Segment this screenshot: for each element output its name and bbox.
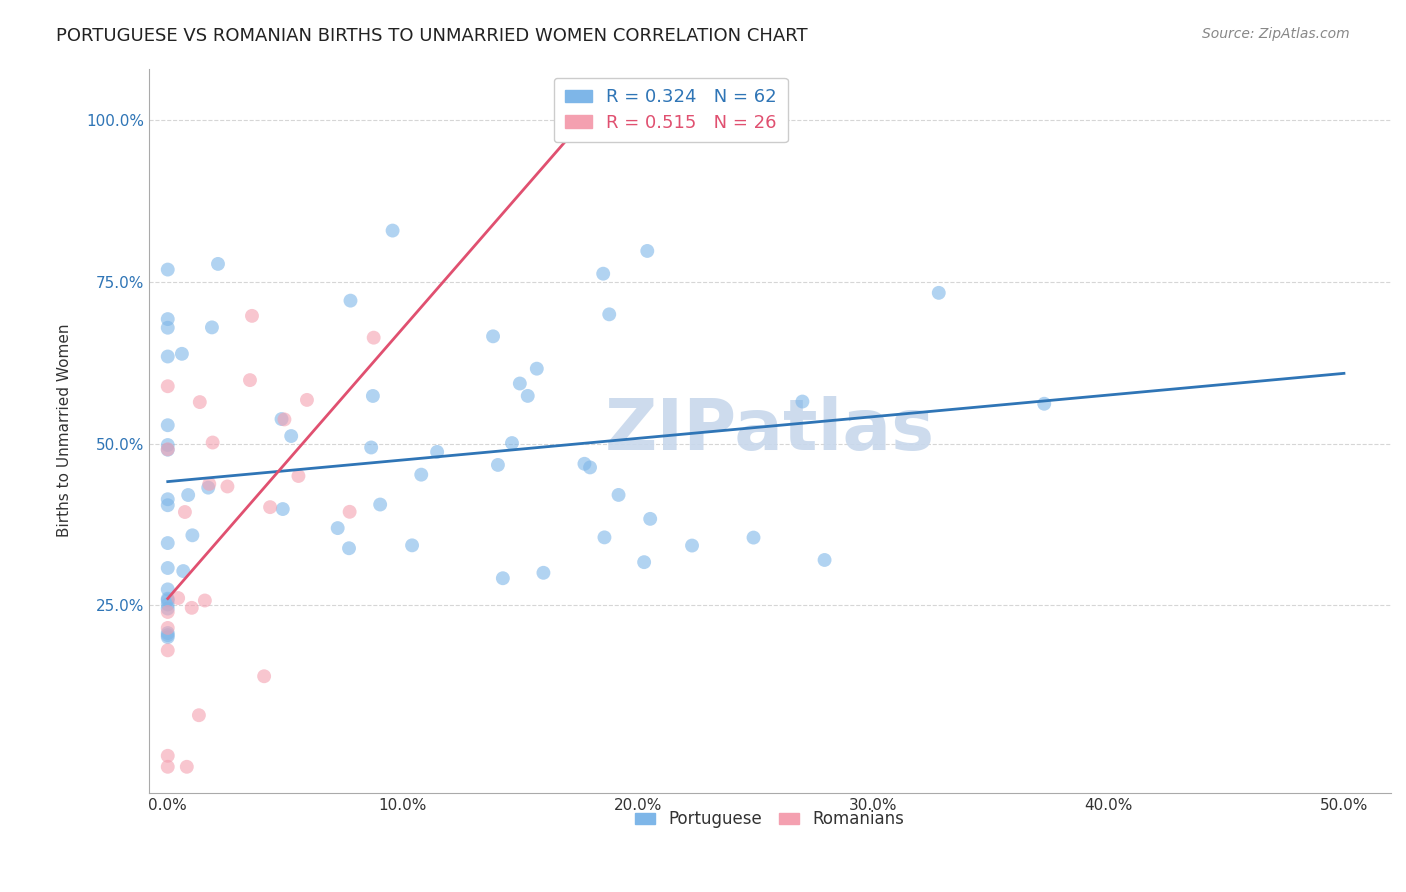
- Point: [361, 389, 384, 403]
- Point: [217, 479, 239, 493]
- Point: [270, 412, 292, 426]
- Point: [368, 498, 391, 512]
- Point: [253, 669, 276, 683]
- Point: [188, 395, 211, 409]
- Point: [363, 331, 385, 345]
- Point: [928, 285, 950, 300]
- Point: [156, 379, 179, 393]
- Point: [526, 361, 548, 376]
- Point: [533, 566, 555, 580]
- Point: [813, 553, 835, 567]
- Point: [156, 442, 179, 457]
- Point: [156, 312, 179, 326]
- Point: [156, 601, 179, 615]
- Point: [574, 457, 596, 471]
- Point: [156, 262, 179, 277]
- Point: [201, 435, 224, 450]
- Point: [482, 329, 505, 343]
- Point: [411, 467, 433, 482]
- Point: [792, 394, 814, 409]
- Point: [339, 505, 361, 519]
- Point: [176, 760, 198, 774]
- Point: [638, 512, 661, 526]
- Point: [492, 571, 515, 585]
- Point: [156, 536, 179, 550]
- Point: [593, 530, 616, 544]
- Point: [156, 561, 179, 575]
- Point: [156, 598, 179, 612]
- Point: [174, 505, 197, 519]
- Point: [326, 521, 349, 535]
- Point: [579, 460, 602, 475]
- Legend: Portuguese, Romanians: Portuguese, Romanians: [628, 804, 911, 835]
- Point: [280, 429, 302, 443]
- Point: [194, 593, 217, 607]
- Point: [156, 643, 179, 657]
- Point: [501, 436, 523, 450]
- Point: [167, 591, 190, 605]
- Point: [156, 760, 179, 774]
- Point: [156, 621, 179, 635]
- Point: [271, 502, 294, 516]
- Y-axis label: Births to Unmarried Women: Births to Unmarried Women: [58, 324, 72, 537]
- Point: [381, 223, 404, 237]
- Point: [636, 244, 658, 258]
- Text: ZIPatlas: ZIPatlas: [605, 396, 935, 465]
- Point: [156, 418, 179, 433]
- Point: [172, 564, 194, 578]
- Point: [180, 600, 202, 615]
- Point: [156, 350, 179, 364]
- Point: [198, 477, 221, 491]
- Point: [742, 531, 765, 545]
- Point: [156, 593, 179, 607]
- Point: [287, 469, 309, 483]
- Point: [486, 458, 509, 472]
- Point: [156, 628, 179, 642]
- Text: PORTUGUESE VS ROMANIAN BIRTHS TO UNMARRIED WOMEN CORRELATION CHART: PORTUGUESE VS ROMANIAN BIRTHS TO UNMARRI…: [56, 27, 808, 45]
- Point: [295, 392, 318, 407]
- Point: [156, 442, 179, 457]
- Point: [207, 257, 229, 271]
- Point: [681, 539, 703, 553]
- Point: [156, 630, 179, 644]
- Point: [181, 528, 204, 542]
- Point: [273, 412, 295, 426]
- Point: [592, 267, 614, 281]
- Point: [170, 347, 193, 361]
- Point: [401, 538, 423, 552]
- Point: [177, 488, 200, 502]
- Point: [509, 376, 531, 391]
- Point: [156, 591, 179, 606]
- Point: [240, 309, 263, 323]
- Point: [156, 498, 179, 512]
- Point: [426, 445, 449, 459]
- Point: [156, 605, 179, 619]
- Point: [156, 492, 179, 507]
- Point: [607, 488, 630, 502]
- Point: [259, 500, 281, 515]
- Text: Source: ZipAtlas.com: Source: ZipAtlas.com: [1202, 27, 1350, 41]
- Point: [239, 373, 262, 387]
- Point: [201, 320, 224, 334]
- Point: [516, 389, 538, 403]
- Point: [156, 320, 179, 334]
- Point: [156, 748, 179, 763]
- Point: [598, 307, 620, 321]
- Point: [360, 441, 382, 455]
- Point: [156, 626, 179, 640]
- Point: [197, 481, 219, 495]
- Point: [156, 438, 179, 452]
- Point: [337, 541, 360, 556]
- Point: [339, 293, 361, 308]
- Point: [187, 708, 209, 723]
- Point: [1033, 397, 1056, 411]
- Point: [156, 582, 179, 597]
- Point: [633, 555, 655, 569]
